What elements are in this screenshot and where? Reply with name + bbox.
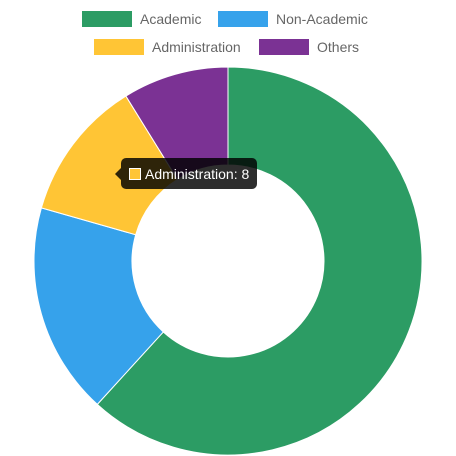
legend-item-non-academic-label: Non-Academic <box>276 11 368 27</box>
legend-item-non-academic-swatch <box>218 11 268 27</box>
legend-item-others-label: Others <box>317 39 359 55</box>
legend-item-administration-swatch <box>94 39 144 55</box>
legend: Academic Non-Academic Administration Others <box>82 11 368 55</box>
legend-item-others-swatch <box>259 39 309 55</box>
legend-item-administration[interactable]: Administration <box>94 39 241 55</box>
slices <box>33 66 423 456</box>
legend-item-administration-label: Administration <box>152 39 241 55</box>
legend-item-non-academic[interactable]: Non-Academic <box>218 11 368 27</box>
slice-academic[interactable] <box>96 66 423 456</box>
tooltip: Administration: 8 <box>114 158 258 189</box>
tooltip-text: Administration: 8 <box>145 165 250 182</box>
legend-item-others[interactable]: Others <box>259 39 359 55</box>
legend-item-academic-label: Academic <box>140 11 201 27</box>
tooltip-color-swatch <box>129 167 141 180</box>
slice-non-academic[interactable] <box>33 207 165 406</box>
legend-item-academic-swatch <box>82 11 132 27</box>
legend-item-academic[interactable]: Academic <box>82 11 201 27</box>
